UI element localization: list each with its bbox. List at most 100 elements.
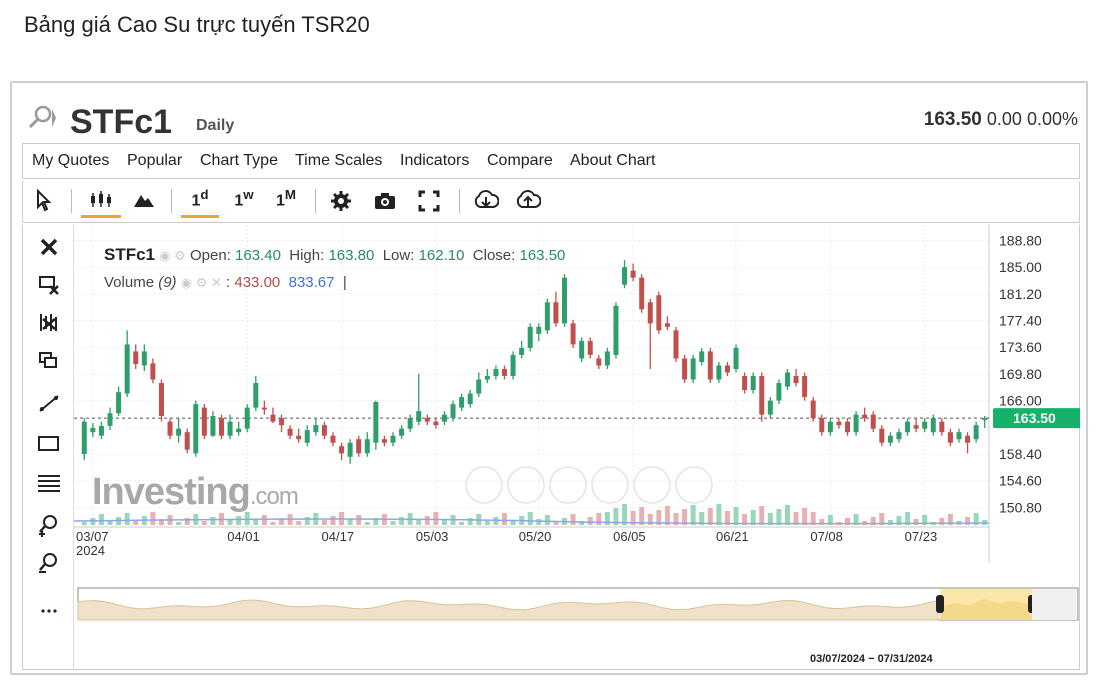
volume-bar bbox=[356, 515, 362, 525]
zoom-out-icon[interactable] bbox=[37, 551, 61, 575]
candle-body bbox=[819, 418, 825, 433]
candle-body bbox=[184, 432, 190, 450]
candle bbox=[450, 400, 456, 422]
search-icon[interactable] bbox=[26, 105, 56, 131]
candle-body bbox=[519, 347, 525, 355]
upload-icon[interactable] bbox=[515, 187, 541, 215]
interval-1d-button[interactable]: 1d bbox=[181, 187, 219, 218]
rectangle-tool-icon[interactable] bbox=[37, 431, 61, 455]
eye-icon[interactable]: ◉ ⚙ bbox=[159, 248, 186, 263]
candle bbox=[742, 372, 748, 394]
candle bbox=[793, 368, 799, 387]
candle-body bbox=[373, 401, 379, 443]
volume-bar bbox=[579, 521, 585, 525]
volume-bar bbox=[364, 522, 370, 525]
volume-bar bbox=[253, 519, 259, 525]
candle bbox=[733, 344, 739, 373]
candle-body bbox=[210, 416, 216, 436]
candle-body bbox=[304, 430, 310, 443]
navigator-selection-area bbox=[940, 599, 1032, 620]
menu-indicators[interactable]: Indicators bbox=[400, 152, 470, 169]
volume-bar bbox=[279, 518, 285, 525]
volume-average-line bbox=[73, 518, 990, 525]
download-icon[interactable] bbox=[473, 187, 499, 215]
x-tick-label: 07/23 bbox=[905, 529, 938, 544]
menu-my-quotes[interactable]: My Quotes bbox=[32, 152, 110, 169]
menu-compare[interactable]: Compare bbox=[487, 152, 553, 169]
x-tick-label: 05/20 bbox=[519, 529, 552, 544]
volume-cursor: | bbox=[342, 274, 347, 291]
candle bbox=[150, 358, 156, 384]
y-tick-label: 166.00 bbox=[999, 393, 1042, 409]
candle-body bbox=[287, 428, 293, 436]
volume-bar bbox=[656, 510, 662, 525]
candle bbox=[433, 418, 439, 429]
candle bbox=[141, 344, 147, 372]
candlestick-icon[interactable] bbox=[81, 187, 121, 218]
candle-body bbox=[279, 418, 285, 426]
candle-body bbox=[236, 428, 242, 433]
volume-bar bbox=[922, 515, 928, 525]
candle bbox=[819, 414, 825, 436]
trend-line-icon[interactable] bbox=[37, 391, 61, 415]
volume-controls-icon[interactable]: ◉ ⚙ ✕ bbox=[180, 275, 222, 290]
legend-open-value: 163.40 bbox=[235, 247, 281, 264]
last-price: 163.50 bbox=[923, 109, 982, 130]
settings-icon[interactable] bbox=[329, 187, 353, 215]
x-tick-label: 06/21 bbox=[716, 529, 749, 544]
menu-about-chart[interactable]: About Chart bbox=[570, 152, 656, 169]
candle-body bbox=[579, 340, 585, 359]
candle-body bbox=[587, 340, 593, 355]
candle-body bbox=[896, 432, 902, 440]
volume-bar bbox=[870, 517, 876, 525]
cursor-icon[interactable] bbox=[33, 187, 53, 215]
candle bbox=[459, 393, 465, 412]
volume-bar bbox=[124, 513, 130, 525]
candle-body bbox=[201, 407, 207, 436]
volume-bar bbox=[467, 518, 473, 525]
candle-body bbox=[553, 302, 559, 324]
menu-popular[interactable]: Popular bbox=[127, 152, 183, 169]
candle-body bbox=[630, 270, 636, 278]
area-chart-icon[interactable] bbox=[131, 187, 157, 215]
chart-area[interactable]: 188.80 185.00 181.20 177.40 173.60 169.80 166.… bbox=[73, 225, 1083, 669]
candle bbox=[622, 260, 628, 289]
candle bbox=[682, 354, 688, 384]
zoom-in-icon[interactable] bbox=[37, 513, 61, 537]
candle bbox=[467, 390, 473, 408]
interval-1w-button[interactable]: 1w bbox=[229, 187, 259, 215]
candle bbox=[347, 439, 353, 464]
menu-chart-type[interactable]: Chart Type bbox=[200, 152, 278, 169]
candle-body bbox=[339, 446, 345, 454]
camera-icon[interactable] bbox=[373, 187, 397, 215]
interval-1m-button[interactable]: 1M bbox=[271, 187, 301, 215]
volume-bar bbox=[887, 520, 893, 525]
candle bbox=[853, 411, 859, 436]
volume-bar bbox=[347, 519, 353, 525]
candle bbox=[630, 263, 636, 282]
more-tools-icon[interactable] bbox=[37, 599, 61, 623]
candle-body bbox=[802, 376, 808, 398]
candle bbox=[947, 428, 953, 447]
candle bbox=[767, 397, 773, 419]
fibonacci-tool-icon[interactable] bbox=[37, 471, 61, 495]
candle bbox=[982, 416, 988, 428]
candle-body bbox=[922, 421, 928, 429]
volume-bar bbox=[244, 512, 250, 525]
delete-drawings-icon[interactable] bbox=[37, 273, 61, 297]
candle-body bbox=[862, 414, 868, 419]
price-change: 0.00 bbox=[986, 109, 1022, 129]
candle bbox=[296, 428, 302, 443]
fullscreen-icon[interactable] bbox=[417, 187, 441, 215]
volume-bar bbox=[433, 512, 439, 525]
volume-bar bbox=[845, 518, 851, 525]
menu-time-scales[interactable]: Time Scales bbox=[295, 152, 383, 169]
copy-icon[interactable] bbox=[37, 349, 61, 373]
candle bbox=[845, 418, 851, 436]
close-icon[interactable] bbox=[37, 235, 61, 259]
volume-bar bbox=[441, 519, 447, 525]
candle bbox=[544, 298, 550, 334]
navigator-handle-left bbox=[936, 595, 944, 613]
candle bbox=[390, 432, 396, 447]
delete-indicators-icon[interactable] bbox=[37, 311, 61, 335]
